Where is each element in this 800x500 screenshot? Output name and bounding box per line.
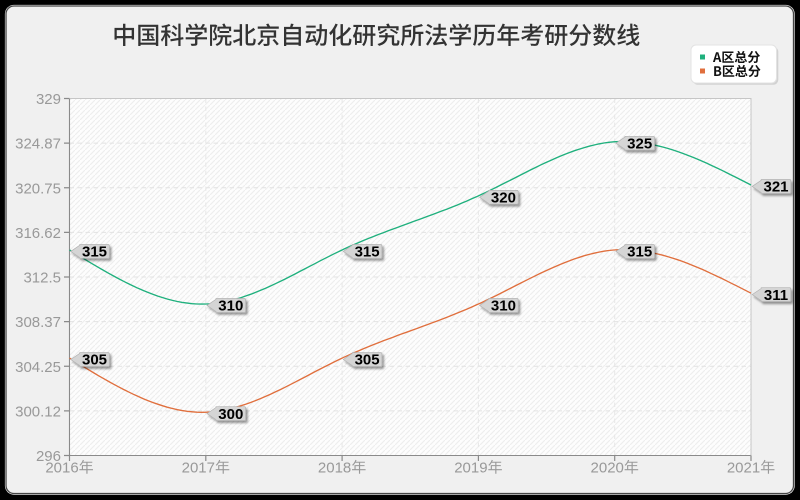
svg-text:310: 310	[491, 298, 516, 315]
svg-text:320.75: 320.75	[15, 180, 61, 197]
svg-text:300.12: 300.12	[15, 403, 61, 420]
svg-text:315: 315	[82, 244, 107, 261]
svg-text:296: 296	[36, 448, 61, 465]
svg-text:2020: 2020	[591, 460, 624, 477]
svg-text:2018: 2018	[318, 460, 351, 477]
svg-text:324.87: 324.87	[15, 136, 61, 153]
svg-text:304.25: 304.25	[15, 359, 61, 376]
svg-text:311: 311	[764, 287, 788, 304]
svg-text:305: 305	[355, 352, 380, 369]
svg-text:2017: 2017	[182, 460, 215, 477]
svg-text:329: 329	[36, 91, 61, 108]
svg-text:320: 320	[491, 190, 516, 207]
svg-text:315: 315	[627, 244, 652, 261]
svg-text:321: 321	[763, 179, 788, 196]
svg-text:300: 300	[218, 406, 243, 423]
svg-text:2021: 2021	[727, 460, 760, 477]
svg-text:305: 305	[82, 352, 107, 369]
svg-text:2019: 2019	[454, 460, 487, 477]
svg-text:315: 315	[355, 244, 380, 261]
svg-text:2016: 2016	[45, 460, 78, 477]
svg-text:308.37: 308.37	[15, 314, 61, 331]
svg-text:310: 310	[218, 298, 243, 315]
svg-text:312.5: 312.5	[23, 270, 61, 287]
svg-text:316.62: 316.62	[15, 225, 61, 242]
svg-text:325: 325	[627, 135, 652, 152]
